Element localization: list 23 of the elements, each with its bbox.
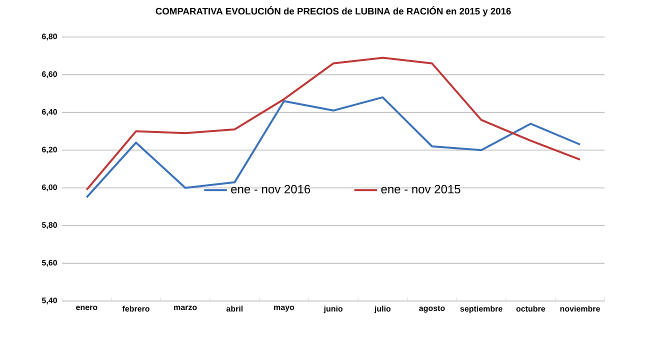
y-tick-label: 6,80 (42, 34, 57, 40)
y-tick-label: 6,60 (42, 71, 57, 78)
y-tick-label: 6,20 (42, 146, 57, 154)
x-tick-label: abril (226, 306, 243, 312)
x-tick-label: febrero (122, 306, 150, 312)
x-tick-label: junio (324, 306, 343, 314)
x-tick-label: mayo (274, 306, 294, 312)
legend-label: ene - nov 2016 (231, 184, 310, 194)
x-tick-label: noviembre (560, 306, 600, 312)
line-series (86, 96, 581, 198)
y-tick-label: 5,60 (42, 260, 57, 267)
x-tick-label: octubre (516, 306, 546, 312)
y-tick-label: 5,80 (42, 222, 57, 229)
y-tick-label: 6,00 (42, 184, 57, 192)
x-tick-label: julio (374, 306, 391, 314)
x-tick-label: septiembre (460, 306, 502, 314)
x-tick-label: marzo (174, 306, 197, 310)
legend-label: ene - nov 2015 (381, 184, 460, 194)
x-tick-label: enero (76, 306, 98, 310)
chart-title: COMPARATIVA EVOLUCIÓN de PRECIOS de LUBINA de RACIÓN en 2015 y 2016 (156, 6, 511, 16)
x-tick-label: agosto (419, 306, 445, 313)
y-tick-label: 6,40 (42, 109, 57, 116)
y-tick-label: 5,40 (42, 298, 57, 304)
